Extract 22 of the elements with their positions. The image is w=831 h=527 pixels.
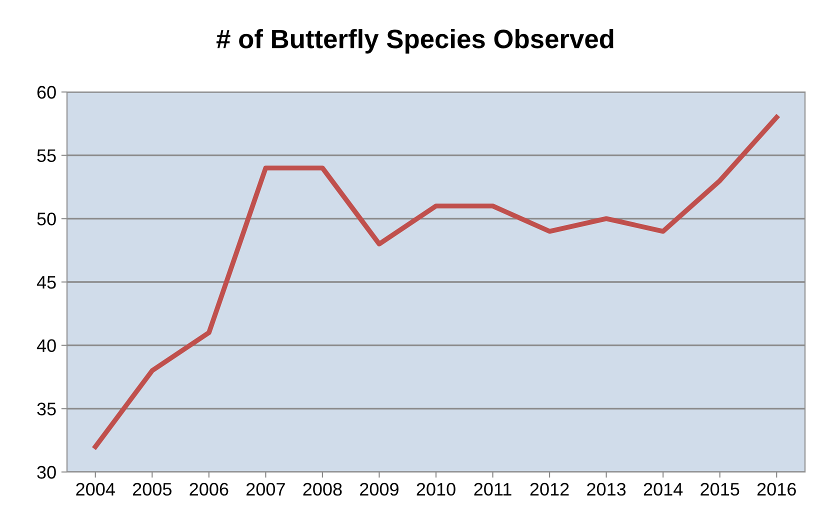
y-tick-label: 55 bbox=[37, 149, 56, 162]
y-tick-label: 40 bbox=[36, 339, 56, 352]
x-tick-label: 2009 bbox=[360, 482, 398, 496]
x-tick-label: 2016 bbox=[757, 482, 796, 496]
x-tick-label: 2004 bbox=[76, 482, 115, 496]
x-tick-label: 2012 bbox=[530, 482, 569, 496]
y-tick-label: 45 bbox=[36, 276, 56, 289]
chart-title: # of Butterfly Species Observed bbox=[216, 28, 614, 54]
y-tick-label: 60 bbox=[37, 86, 56, 99]
line-series bbox=[92, 114, 780, 450]
x-tick-label: 2005 bbox=[132, 482, 172, 496]
x-tick-label: 2006 bbox=[190, 482, 228, 496]
x-tick-label: 2007 bbox=[246, 482, 285, 496]
x-tick-label: 2010 bbox=[416, 482, 456, 496]
x-tick-label: 2011 bbox=[474, 482, 512, 496]
y-tick-label: 50 bbox=[37, 212, 56, 226]
y-tick-label: 35 bbox=[37, 402, 56, 416]
x-tick-label: 2015 bbox=[700, 482, 740, 496]
x-tick-label: 2014 bbox=[644, 482, 683, 496]
y-tick-label: 30 bbox=[37, 466, 56, 479]
x-tick-label: 2008 bbox=[303, 482, 342, 496]
x-tick-label: 2013 bbox=[587, 482, 626, 496]
